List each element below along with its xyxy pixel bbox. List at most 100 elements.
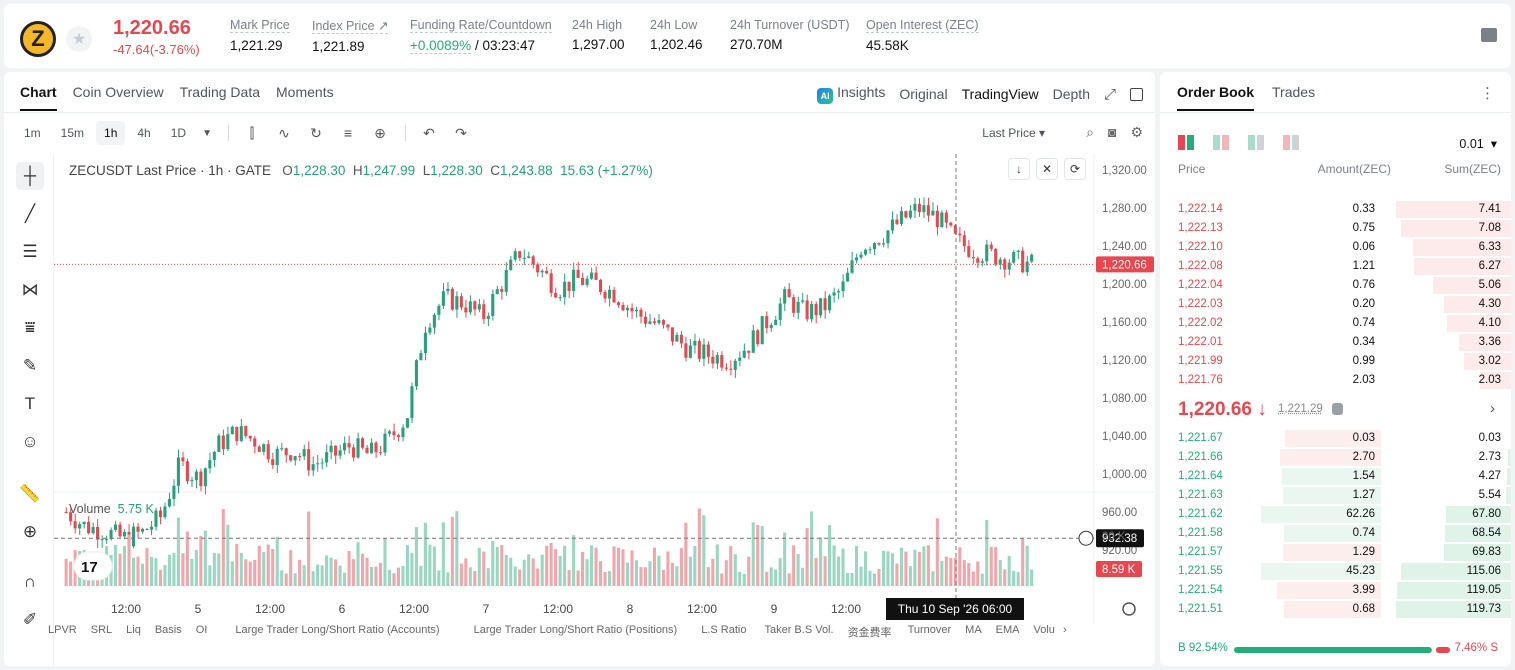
bid-row[interactable]: 1,221.58 0.74 68.54 <box>1160 524 1511 543</box>
amount-bar <box>1282 544 1381 561</box>
indicator-srl[interactable]: SRL <box>90 624 113 636</box>
bid-row[interactable]: 1,221.62 62.26 67.80 <box>1160 505 1511 524</box>
camera-icon[interactable]: ◙ <box>1107 124 1117 140</box>
view-both-icon[interactable] <box>1178 135 1195 150</box>
indicator-ma[interactable]: MA <box>965 624 982 636</box>
timeframe-4h[interactable]: 4h <box>137 126 151 140</box>
indicators-icon[interactable]: ∿ <box>278 125 290 141</box>
tab-trading-data[interactable]: Trading Data <box>179 84 261 100</box>
timeframe-1h[interactable]: 1h <box>96 121 126 145</box>
ask-row[interactable]: 1,222.01 0.34 3.36 <box>1160 333 1511 352</box>
collapse-icon[interactable]: ✕ <box>1036 158 1058 180</box>
tab-trades[interactable]: Trades <box>1272 84 1316 100</box>
bid-row[interactable]: 1,221.55 45.23 115.06 <box>1160 562 1511 581</box>
window-icon[interactable] <box>1130 87 1143 101</box>
add-indicator-icon[interactable]: ⊕ <box>374 125 386 141</box>
indicator-ltlsr-positions[interactable]: Large Trader Long/Short Ratio (Positions… <box>473 624 678 636</box>
view-bids-icon[interactable] <box>1248 135 1265 150</box>
ruler-icon[interactable]: 📏 <box>19 484 41 503</box>
redo-icon[interactable]: ↷ <box>455 125 467 141</box>
view-asks-icon[interactable] <box>1283 135 1300 150</box>
scroll-down-icon[interactable]: ↓ <box>1008 158 1030 180</box>
tab-chart[interactable]: Chart <box>20 84 57 111</box>
indicator-liq[interactable]: Liq <box>126 624 141 636</box>
gear-icon[interactable]: ⚙ <box>1130 124 1143 140</box>
view-tradingview[interactable]: TradingView <box>961 86 1039 102</box>
candle-body <box>531 256 535 265</box>
magnet-icon[interactable]: ∩ <box>23 572 37 591</box>
bid-row[interactable]: 1,221.51 0.68 119.73 <box>1160 600 1511 619</box>
precision-select[interactable]: 0.01 ▾ <box>1459 137 1497 151</box>
favorite-star-icon[interactable]: ★ <box>66 26 92 52</box>
volume-bar <box>958 547 962 586</box>
candle-body <box>581 277 585 285</box>
text-icon[interactable]: T <box>24 394 36 413</box>
candle-body <box>437 305 441 315</box>
undo-icon[interactable]: ↶ <box>423 125 435 141</box>
indicator-ltlsr-accounts[interactable]: Large Trader Long/Short Ratio (Accounts) <box>235 624 440 636</box>
more-icon[interactable]: ⋮ <box>1480 85 1495 102</box>
indicator-lpvr[interactable]: LPVR <box>48 624 77 636</box>
trendline-icon[interactable]: ╱ <box>24 204 36 223</box>
templates-icon[interactable]: ≡ <box>343 125 353 141</box>
brush-icon[interactable]: ✎ <box>22 356 38 375</box>
indicator-basis[interactable]: Basis <box>154 624 182 636</box>
chevron-right-icon[interactable]: › <box>1490 400 1495 417</box>
price-source-select[interactable]: Last Price ▾ <box>982 126 1045 140</box>
view-depth[interactable]: Depth <box>1052 86 1090 102</box>
ask-row[interactable]: 1,222.03 0.20 4.30 <box>1160 295 1511 314</box>
emoji-icon[interactable]: ☺ <box>21 432 39 451</box>
candle-body <box>477 304 481 310</box>
bid-row[interactable]: 1,221.64 1.54 4.27 <box>1160 467 1511 486</box>
candle-body <box>724 367 728 369</box>
zoom-in-icon[interactable]: ⊕ <box>22 522 38 541</box>
indicator-ls-ratio[interactable]: L.S Ratio <box>701 624 747 636</box>
book-icon[interactable] <box>1481 28 1497 42</box>
timeframe-15m[interactable]: 15m <box>60 126 85 140</box>
tab-order-book[interactable]: Order Book <box>1177 84 1254 111</box>
expand-icon[interactable]: ⤢ <box>1103 85 1116 103</box>
refresh-icon[interactable]: ↻ <box>310 125 322 141</box>
ask-row[interactable]: 1,222.10 0.06 6.33 <box>1160 238 1511 257</box>
tab-coin-overview[interactable]: Coin Overview <box>72 84 164 100</box>
insights-button[interactable]: AI Insights <box>817 84 885 104</box>
stat-index-price[interactable]: Index Price ↗ 1,221.89 <box>312 19 389 54</box>
ask-row[interactable]: 1,222.14 0.33 7.41 <box>1160 200 1511 219</box>
bid-row[interactable]: 1,221.54 3.99 119.05 <box>1160 581 1511 600</box>
ask-row[interactable]: 1,221.76 2.03 2.03 <box>1160 371 1511 390</box>
timeframe-1d[interactable]: 1D <box>170 126 187 140</box>
crosshair-icon[interactable]: ┼ <box>16 162 44 190</box>
pattern-icon[interactable]: ⋈ <box>21 280 39 299</box>
ask-row[interactable]: 1,222.04 0.76 5.06 <box>1160 276 1511 295</box>
ask-price: 1,222.04 <box>1178 279 1223 291</box>
indicator-oi[interactable]: OI <box>195 624 208 636</box>
ask-row[interactable]: 1,221.99 0.99 3.02 <box>1160 352 1511 371</box>
ask-row[interactable]: 1,222.13 0.75 7.08 <box>1160 219 1511 238</box>
indicator-ema[interactable]: EMA <box>995 624 1020 636</box>
view-original[interactable]: Original <box>899 86 948 102</box>
edit-icon[interactable]: ✐ <box>22 610 38 629</box>
view-both-alt-icon[interactable] <box>1213 135 1230 150</box>
ask-row[interactable]: 1,222.08 1.21 6.27 <box>1160 257 1511 276</box>
indicator-volume[interactable]: Volu <box>1033 624 1055 636</box>
search-icon[interactable]: ⌕ <box>1086 124 1094 140</box>
timeframe-dropdown-icon[interactable]: ▼ <box>202 127 212 139</box>
fib-icon[interactable]: ⩸ <box>24 318 36 337</box>
horizontal-lines-icon[interactable]: ☰ <box>22 242 38 261</box>
candle-type-icon[interactable]: ⫿ <box>249 125 255 141</box>
indicator-turnover[interactable]: Turnover <box>907 624 952 636</box>
tab-moments[interactable]: Moments <box>276 84 334 100</box>
bid-row[interactable]: 1,221.63 1.27 5.54 <box>1160 486 1511 505</box>
candle-body <box>163 506 167 518</box>
bid-row[interactable]: 1,221.67 0.03 0.03 <box>1160 429 1511 448</box>
indicator-taker-vol[interactable]: Taker B.S Vol. <box>764 624 834 636</box>
ask-row[interactable]: 1,222.02 0.74 4.10 <box>1160 314 1511 333</box>
timeframe-1m[interactable]: 1m <box>24 126 41 140</box>
candle-body <box>387 431 392 434</box>
loop-icon[interactable]: ⟳ <box>1064 158 1086 180</box>
bid-row[interactable]: 1,221.66 2.70 2.73 <box>1160 448 1511 467</box>
bid-row[interactable]: 1,221.57 1.29 69.83 <box>1160 543 1511 562</box>
indicator-funding-rate[interactable]: 资金费率 <box>847 627 892 639</box>
price-chart[interactable]: 1,320.00 1,280.00 1,240.00 1,200.00 1,160.00… <box>54 154 1155 624</box>
chevron-right-icon[interactable]: › <box>1062 624 1067 636</box>
